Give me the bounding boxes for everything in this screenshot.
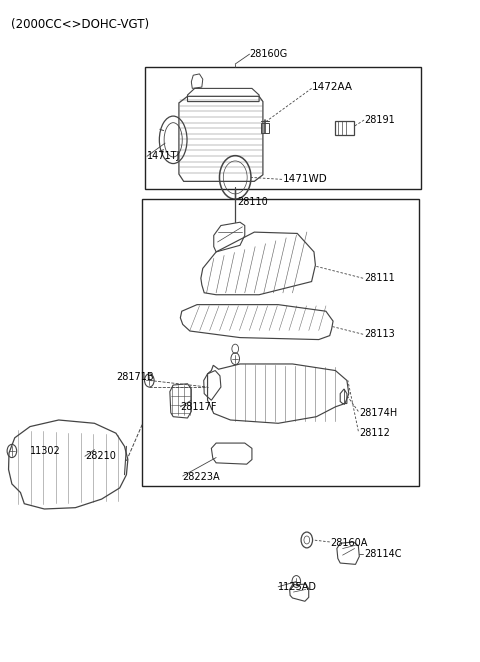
Text: 28223A: 28223A: [183, 473, 220, 483]
Text: 28171B: 28171B: [116, 372, 154, 382]
Text: 11302: 11302: [30, 446, 61, 456]
Bar: [142, 199, 419, 486]
Text: 1125AD: 1125AD: [278, 582, 317, 592]
Text: 1471WD: 1471WD: [283, 174, 328, 185]
Bar: [261, 122, 269, 133]
Text: 28114C: 28114C: [364, 549, 402, 559]
Text: 28111: 28111: [364, 273, 395, 283]
Text: 28160A: 28160A: [331, 538, 368, 548]
Text: 1471TJ: 1471TJ: [147, 152, 180, 162]
Text: 28112: 28112: [360, 428, 390, 438]
Text: 28160G: 28160G: [250, 49, 288, 59]
Text: 1472AA: 1472AA: [312, 82, 353, 92]
Text: 28191: 28191: [364, 115, 395, 125]
Text: 28210: 28210: [85, 451, 116, 461]
Text: (2000CC<>DOHC-VGT): (2000CC<>DOHC-VGT): [11, 18, 149, 31]
Text: 28110: 28110: [238, 197, 268, 207]
Bar: [144, 68, 421, 189]
Text: 28174H: 28174H: [360, 408, 397, 418]
Text: 28113: 28113: [364, 329, 395, 340]
Bar: [336, 121, 354, 134]
Text: 28117F: 28117F: [180, 402, 217, 412]
